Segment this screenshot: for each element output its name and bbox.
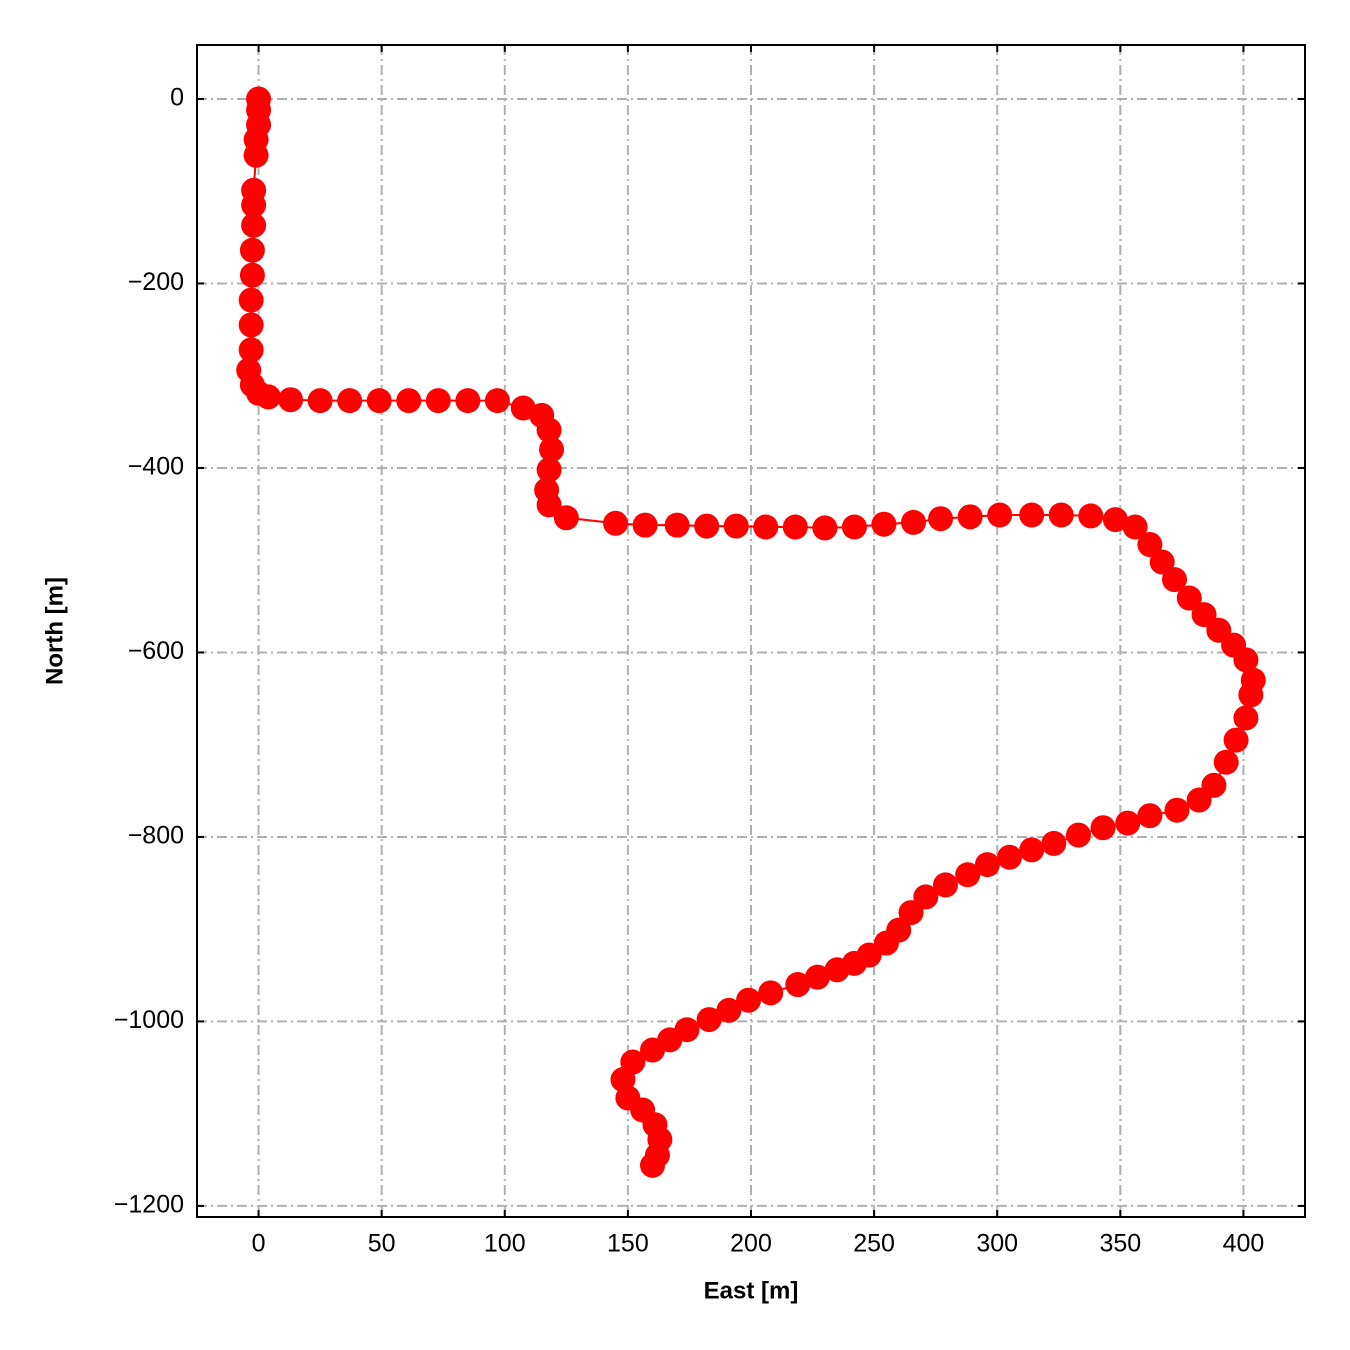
marker (536, 417, 562, 443)
marker (804, 964, 830, 990)
marker (484, 388, 510, 414)
marker (824, 957, 850, 983)
marker (366, 388, 392, 414)
marker (957, 504, 983, 530)
marker (632, 512, 658, 538)
marker (928, 506, 954, 532)
y-axis-label: North [m] (41, 577, 68, 685)
marker (753, 514, 779, 540)
marker (723, 513, 749, 539)
x-tick-label: 0 (252, 1230, 266, 1258)
marker (536, 492, 562, 518)
marker (553, 505, 579, 531)
marker (1149, 549, 1175, 575)
marker (640, 1037, 666, 1063)
marker (1115, 810, 1141, 836)
marker (539, 437, 565, 463)
marker (1233, 647, 1259, 673)
marker (696, 1007, 722, 1033)
marker (603, 510, 629, 536)
x-axis-label: East [m] (704, 1277, 799, 1304)
marker (1223, 727, 1249, 753)
marker (640, 1152, 666, 1178)
y-tick-label: −400 (128, 453, 184, 481)
marker (782, 514, 808, 540)
x-tick-label: 100 (484, 1230, 526, 1258)
marker (997, 844, 1023, 870)
marker (841, 514, 867, 540)
marker (396, 388, 422, 414)
marker (901, 509, 927, 535)
marker (812, 515, 838, 541)
marker (1048, 502, 1074, 528)
marker (913, 884, 939, 910)
marker (536, 457, 562, 483)
marker (255, 384, 281, 410)
marker (1162, 567, 1188, 593)
marker (1213, 749, 1239, 775)
x-tick-label: 150 (607, 1230, 649, 1258)
marker (1019, 502, 1045, 528)
y-tick-label: −1000 (114, 1006, 184, 1034)
marker (278, 387, 304, 413)
y-tick-label: −200 (128, 268, 184, 296)
marker (1078, 503, 1104, 529)
marker (1041, 830, 1067, 856)
y-tick-label: −1200 (114, 1191, 184, 1219)
marker (736, 987, 762, 1013)
marker (1137, 532, 1163, 558)
x-tick-label: 200 (730, 1230, 772, 1258)
marker (871, 511, 897, 537)
y-tick-label: 0 (170, 84, 184, 112)
marker (1186, 787, 1212, 813)
marker (238, 287, 264, 313)
marker (1191, 602, 1217, 628)
marker (1164, 797, 1190, 823)
marker (425, 388, 451, 414)
marker (241, 192, 267, 218)
marker (243, 142, 269, 168)
marker (1090, 815, 1116, 841)
y-tick-label: −600 (128, 637, 184, 665)
marker (1065, 822, 1091, 848)
marker (716, 997, 742, 1023)
x-tick-label: 50 (368, 1230, 396, 1258)
plot-frame (196, 44, 1306, 1218)
marker (1238, 682, 1264, 708)
marker (239, 237, 265, 263)
x-tick-label: 300 (976, 1230, 1018, 1258)
marker (758, 980, 784, 1006)
x-tick-label: 400 (1223, 1230, 1265, 1258)
marker (933, 872, 959, 898)
marker (987, 502, 1013, 528)
marker (241, 212, 267, 238)
marker (238, 337, 264, 363)
y-tick-label: −800 (128, 822, 184, 850)
marker (239, 262, 265, 288)
marker (238, 312, 264, 338)
marker (1019, 837, 1045, 863)
x-tick-label: 250 (853, 1230, 895, 1258)
marker (955, 862, 981, 888)
marker (1102, 507, 1128, 533)
marker (455, 388, 481, 414)
marker (664, 512, 690, 538)
x-tick-label: 350 (1099, 1230, 1141, 1258)
marker (1122, 514, 1148, 540)
marker (307, 388, 333, 414)
marker (1176, 585, 1202, 611)
marker (694, 513, 720, 539)
marker (785, 972, 811, 998)
marker (1233, 705, 1259, 731)
marker (337, 388, 363, 414)
marker (898, 900, 924, 926)
marker (974, 852, 1000, 878)
marker (1137, 803, 1163, 829)
